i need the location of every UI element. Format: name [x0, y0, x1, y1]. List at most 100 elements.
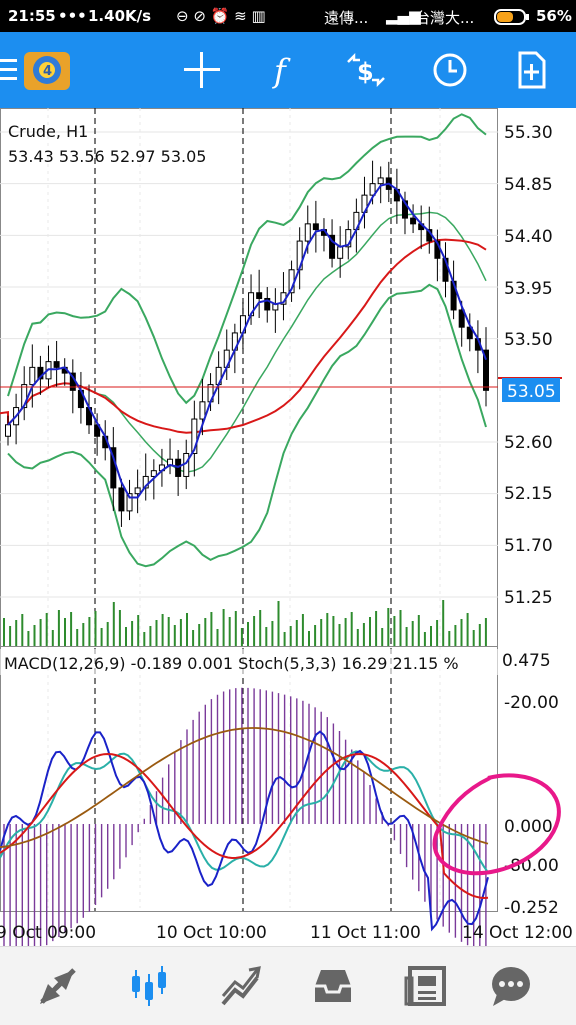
- candle: [369, 183, 376, 196]
- carrier-2: 台灣大...: [415, 9, 475, 27]
- symbol-title: Crude, H1: [8, 122, 88, 141]
- indicators-button[interactable]: f: [260, 46, 308, 94]
- time-label: 14 Oct 12:00: [462, 923, 573, 943]
- candle: [126, 493, 133, 512]
- newspaper-icon: [404, 966, 446, 1006]
- candle: [304, 223, 311, 242]
- mt4-logo-icon: 4: [24, 52, 70, 90]
- time-label: 9 Oct 09:00: [0, 923, 96, 943]
- candle: [458, 309, 465, 328]
- period-separators: [94, 108, 392, 911]
- net-speed: 1.40K/s: [88, 7, 152, 25]
- app-logo[interactable]: 4: [22, 46, 70, 94]
- stoch-main-line: [0, 730, 489, 932]
- price-chart[interactable]: Crude, H1 53.43 53.56 52.97 53.05 55.30 …: [0, 108, 576, 946]
- price-label: 52.15: [504, 484, 553, 504]
- moving-average-fast: [7, 182, 487, 499]
- bottom-navigation: [0, 946, 576, 1025]
- signal-icon: ▂▄▆: [386, 7, 421, 25]
- macd-histogram: [3, 687, 487, 946]
- indicator-level: 0.000: [504, 817, 553, 837]
- price-label: 54.85: [504, 175, 553, 195]
- clock-icon: [433, 53, 467, 87]
- candle: [21, 384, 28, 409]
- status-icons: ⊖ ⊘ ⏰ ≋ ▥: [176, 7, 266, 25]
- indicator-axis: 0.475 -20.00 0.000 -80.00 -0.252: [502, 651, 559, 918]
- fast-ma-line: [7, 182, 487, 499]
- macd-signal-line: [0, 727, 489, 849]
- candle: [191, 418, 198, 454]
- time-label: 10 Oct 10:00: [156, 923, 267, 943]
- price-label: 53.95: [504, 279, 553, 299]
- svg-text:$: $: [357, 58, 374, 86]
- price-label: 51.25: [504, 588, 553, 608]
- nav-chat[interactable]: [486, 963, 536, 1009]
- indicator-level: -80.00: [504, 856, 559, 876]
- candle: [410, 217, 417, 225]
- arrows-icon: [40, 968, 76, 1004]
- candle: [199, 401, 206, 420]
- candle: [5, 424, 11, 437]
- svg-text:f: f: [272, 52, 291, 90]
- candle: [183, 452, 190, 477]
- trend-icon: [221, 966, 261, 1006]
- function-icon: f: [272, 52, 291, 90]
- stoch-slow-line: [0, 752, 489, 900]
- symbol-button[interactable]: $: [342, 46, 390, 94]
- current-price-badge: [502, 378, 560, 402]
- indicator-level: 0.475: [502, 651, 551, 671]
- crosshair-icon: [184, 52, 220, 88]
- nav-chart[interactable]: [124, 963, 174, 1009]
- add-object-button[interactable]: [508, 46, 556, 94]
- svg-text:4: 4: [43, 64, 52, 79]
- candle: [264, 297, 271, 311]
- timeframe-button[interactable]: [426, 46, 474, 94]
- volume-bars: [3, 600, 487, 646]
- candle: [337, 246, 344, 259]
- candlestick-icon: [132, 966, 166, 1006]
- nav-quotes[interactable]: [33, 963, 83, 1009]
- bollinger-lower: [7, 283, 487, 568]
- price-label: 51.70: [504, 536, 553, 556]
- candle: [53, 361, 60, 368]
- indicator-lines: [0, 727, 489, 932]
- chat-icon: [492, 967, 530, 1006]
- bollinger-upper: [7, 113, 487, 405]
- time-axis: 9 Oct 09:00 10 Oct 10:00 11 Oct 11:00 14…: [0, 923, 573, 943]
- dollar-arrows-icon: $: [347, 52, 385, 88]
- signal-dots: •••: [58, 7, 87, 25]
- status-bar: 21:55 ••• 1.40K/s ⊖ ⊘ ⏰ ≋ ▥ 遠傳... ▂▄▆ 台灣…: [0, 0, 576, 32]
- price-label: 52.60: [504, 433, 553, 453]
- menu-button[interactable]: [0, 46, 38, 94]
- time-label: 11 Oct 11:00: [310, 923, 421, 943]
- indicator-label: MACD(12,26,9) -0.189 0.001 Stoch(5,3,3) …: [4, 654, 459, 673]
- toolbar: 4 f $: [0, 32, 576, 108]
- candle: [142, 475, 149, 489]
- indicator-level: -20.00: [504, 693, 559, 713]
- candle: [256, 292, 263, 299]
- price-label: 55.30: [504, 123, 553, 143]
- candle: [312, 223, 319, 231]
- candle: [134, 487, 141, 495]
- nav-news[interactable]: [401, 963, 451, 1009]
- current-price-label: 53.05: [507, 382, 556, 402]
- inbox-icon: [315, 970, 351, 1002]
- candle: [329, 234, 336, 259]
- carrier-1: 遠傳...: [324, 9, 369, 27]
- candle: [29, 366, 36, 386]
- candle: [118, 487, 125, 512]
- price-axis: 55.30 54.85 54.40 53.95 53.50 52.60 52.1…: [504, 123, 553, 608]
- nav-trade[interactable]: [216, 963, 266, 1009]
- ohlc-values: 53.43 53.56 52.97 53.05: [8, 147, 206, 166]
- candle: [150, 470, 157, 477]
- nav-history[interactable]: [308, 963, 358, 1009]
- candle: [377, 177, 384, 185]
- annotation-circle: [432, 773, 561, 876]
- new-document-icon: [518, 51, 546, 89]
- price-label: 54.40: [504, 227, 553, 247]
- crosshair-button[interactable]: [178, 46, 226, 94]
- menu-icon: [0, 59, 17, 80]
- indicator-level: -0.252: [504, 898, 559, 918]
- status-time: 21:55: [8, 7, 56, 25]
- battery-icon: [494, 9, 530, 29]
